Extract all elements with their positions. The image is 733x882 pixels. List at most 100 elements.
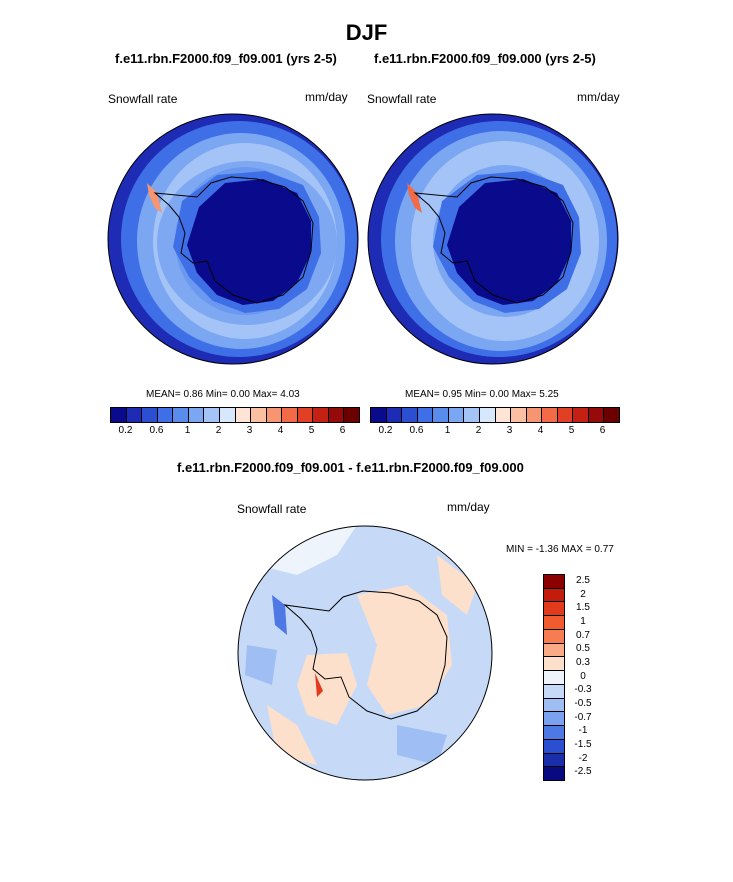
colorbar-swatch bbox=[544, 698, 564, 713]
right-variable-label: Snowfall rate bbox=[367, 92, 437, 106]
colorbar-tick-label: 0.2 bbox=[378, 425, 393, 436]
colorbar-swatch bbox=[142, 408, 158, 422]
difference-variable-label: Snowfall rate bbox=[237, 502, 307, 516]
colorbar-swatch bbox=[588, 408, 605, 422]
colorbar-swatch bbox=[526, 408, 543, 422]
colorbar-tick-label: 2 bbox=[215, 425, 222, 436]
colorbar-swatch bbox=[511, 408, 527, 422]
season-title: DJF bbox=[345, 20, 388, 45]
colorbar-tick-label: 0.6 bbox=[409, 425, 424, 436]
colorbar-tick-label: 0.5 bbox=[576, 643, 590, 655]
colorbar-tick-label: 1.5 bbox=[576, 602, 590, 614]
colorbar-swatch bbox=[126, 408, 143, 422]
colorbar-swatch bbox=[573, 408, 589, 422]
right-colorbar-ticks: 0.2 0.6 1 2 3 4 5 6 bbox=[370, 425, 618, 439]
colorbar-tick-label: -0.7 bbox=[574, 711, 592, 723]
left-variable-label: Snowfall rate bbox=[108, 92, 178, 106]
colorbar-tick-label: -1 bbox=[578, 725, 588, 737]
colorbar-swatch bbox=[188, 408, 205, 422]
colorbar-swatch bbox=[464, 408, 480, 422]
right-polar-map bbox=[367, 113, 619, 365]
colorbar-tick-label: 5 bbox=[308, 425, 315, 436]
colorbar-tick-label: 2.5 bbox=[576, 574, 590, 586]
colorbar-swatch bbox=[111, 408, 127, 422]
colorbar-swatch bbox=[544, 602, 564, 617]
colorbar-swatch bbox=[251, 408, 267, 422]
colorbar-swatch bbox=[402, 408, 418, 422]
colorbar-swatch bbox=[448, 408, 465, 422]
colorbar-tick-label: 0.2 bbox=[118, 425, 133, 436]
colorbar-tick-label: 4 bbox=[537, 425, 544, 436]
colorbar-swatch bbox=[266, 408, 283, 422]
difference-units-label: mm/day bbox=[447, 500, 490, 514]
colorbar-swatch bbox=[495, 408, 512, 422]
colorbar-swatch bbox=[386, 408, 403, 422]
left-polar-map bbox=[107, 113, 359, 365]
colorbar-swatch bbox=[557, 408, 574, 422]
colorbar-swatch bbox=[173, 408, 189, 422]
colorbar-swatch bbox=[544, 616, 564, 630]
colorbar-swatch bbox=[219, 408, 236, 422]
difference-colorbar bbox=[543, 574, 565, 781]
colorbar-swatch bbox=[479, 408, 496, 422]
difference-polar-map bbox=[237, 525, 493, 781]
colorbar-swatch bbox=[544, 712, 564, 727]
colorbar-tick-label: 5 bbox=[568, 425, 575, 436]
colorbar-tick-label: 0.3 bbox=[576, 656, 590, 668]
colorbar-swatch bbox=[544, 726, 564, 740]
colorbar-tick-label: 2 bbox=[475, 425, 482, 436]
colorbar-swatch bbox=[371, 408, 387, 422]
colorbar-tick-label: 4 bbox=[277, 425, 284, 436]
colorbar-tick-label: -1.5 bbox=[574, 738, 592, 750]
colorbar-tick-label: 2 bbox=[580, 588, 586, 600]
colorbar-swatch bbox=[235, 408, 252, 422]
colorbar-tick-label: 6 bbox=[599, 425, 606, 436]
colorbar-tick-label: 3 bbox=[506, 425, 513, 436]
difference-title: f.e11.rbn.F2000.f09_f09.001 - f.e11.rbn.… bbox=[177, 460, 524, 475]
colorbar-swatch bbox=[344, 408, 359, 422]
difference-stats: MIN = -1.36 MAX = 0.77 bbox=[506, 544, 614, 555]
colorbar-tick-label: -2 bbox=[578, 752, 588, 764]
left-stats: MEAN= 0.86 Min= 0.00 Max= 4.03 bbox=[146, 389, 300, 400]
left-colorbar bbox=[110, 407, 360, 423]
colorbar-tick-label: 1 bbox=[580, 615, 586, 627]
colorbar-swatch bbox=[544, 684, 564, 699]
colorbar-swatch bbox=[544, 575, 564, 589]
right-stats: MEAN= 0.95 Min= 0.00 Max= 5.25 bbox=[405, 389, 559, 400]
colorbar-swatch bbox=[604, 408, 619, 422]
right-case-title: f.e11.rbn.F2000.f09_f09.000 (yrs 2-5) bbox=[374, 51, 596, 66]
left-colorbar-ticks: 0.2 0.6 1 2 3 4 5 6 bbox=[110, 425, 358, 439]
colorbar-swatch bbox=[544, 629, 564, 644]
colorbar-swatch bbox=[542, 408, 558, 422]
difference-colorbar-ticks: 2.5 2 1.5 1 0.7 0.5 0.3 0 -0.3 -0.5 -0.7 -1 -1.5 -2 -2… bbox=[566, 574, 606, 779]
colorbar-swatch bbox=[313, 408, 329, 422]
colorbar-tick-label: 0 bbox=[580, 670, 586, 682]
colorbar-swatch bbox=[282, 408, 298, 422]
colorbar-tick-label: -2.5 bbox=[574, 766, 592, 778]
colorbar-swatch bbox=[417, 408, 434, 422]
colorbar-swatch bbox=[544, 671, 564, 685]
colorbar-swatch bbox=[157, 408, 174, 422]
colorbar-tick-label: 3 bbox=[246, 425, 253, 436]
colorbar-swatch bbox=[544, 588, 564, 603]
colorbar-swatch bbox=[297, 408, 314, 422]
colorbar-tick-label: 1 bbox=[184, 425, 191, 436]
colorbar-tick-label: 6 bbox=[339, 425, 346, 436]
right-colorbar bbox=[370, 407, 620, 423]
colorbar-swatch bbox=[544, 767, 564, 781]
colorbar-swatch bbox=[328, 408, 345, 422]
colorbar-swatch bbox=[433, 408, 449, 422]
colorbar-swatch bbox=[544, 657, 564, 672]
colorbar-swatch bbox=[204, 408, 220, 422]
colorbar-swatch bbox=[544, 753, 564, 768]
colorbar-tick-label: 0.6 bbox=[149, 425, 164, 436]
colorbar-tick-label: -0.5 bbox=[574, 697, 592, 709]
colorbar-tick-label: 1 bbox=[444, 425, 451, 436]
colorbar-swatch bbox=[544, 643, 564, 658]
right-units-label: mm/day bbox=[577, 90, 620, 104]
colorbar-tick-label: 0.7 bbox=[576, 629, 590, 641]
colorbar-swatch bbox=[544, 739, 564, 754]
left-units-label: mm/day bbox=[305, 90, 348, 104]
left-case-title: f.e11.rbn.F2000.f09_f09.001 (yrs 2-5) bbox=[115, 51, 337, 66]
colorbar-tick-label: -0.3 bbox=[574, 684, 592, 696]
